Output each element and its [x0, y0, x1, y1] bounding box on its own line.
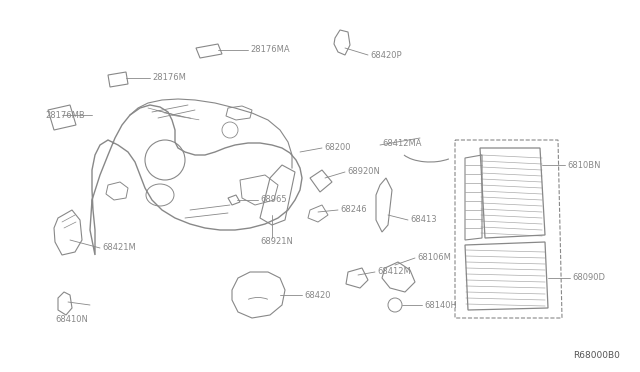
Text: 68920N: 68920N: [347, 167, 380, 176]
Text: 68090D: 68090D: [572, 273, 605, 282]
Text: 68921N: 68921N: [260, 237, 293, 247]
Text: 68420: 68420: [304, 291, 330, 299]
Text: 68200: 68200: [324, 144, 351, 153]
Text: 68410N: 68410N: [55, 315, 88, 324]
Text: 6810BN: 6810BN: [567, 160, 600, 170]
Text: R68000B0: R68000B0: [573, 351, 620, 360]
Text: 68421M: 68421M: [102, 244, 136, 253]
Text: 68412M: 68412M: [377, 267, 411, 276]
Text: 68965: 68965: [260, 196, 287, 205]
Text: 28176MA: 28176MA: [250, 45, 290, 55]
Text: 68413: 68413: [410, 215, 436, 224]
Text: 28176MB: 28176MB: [45, 110, 84, 119]
Text: 68420P: 68420P: [370, 51, 402, 60]
Text: 68140H: 68140H: [424, 301, 457, 310]
Text: 28176M: 28176M: [152, 74, 186, 83]
Text: 68106M: 68106M: [417, 253, 451, 263]
Text: 68246: 68246: [340, 205, 367, 215]
Text: 68412MA: 68412MA: [382, 138, 422, 148]
